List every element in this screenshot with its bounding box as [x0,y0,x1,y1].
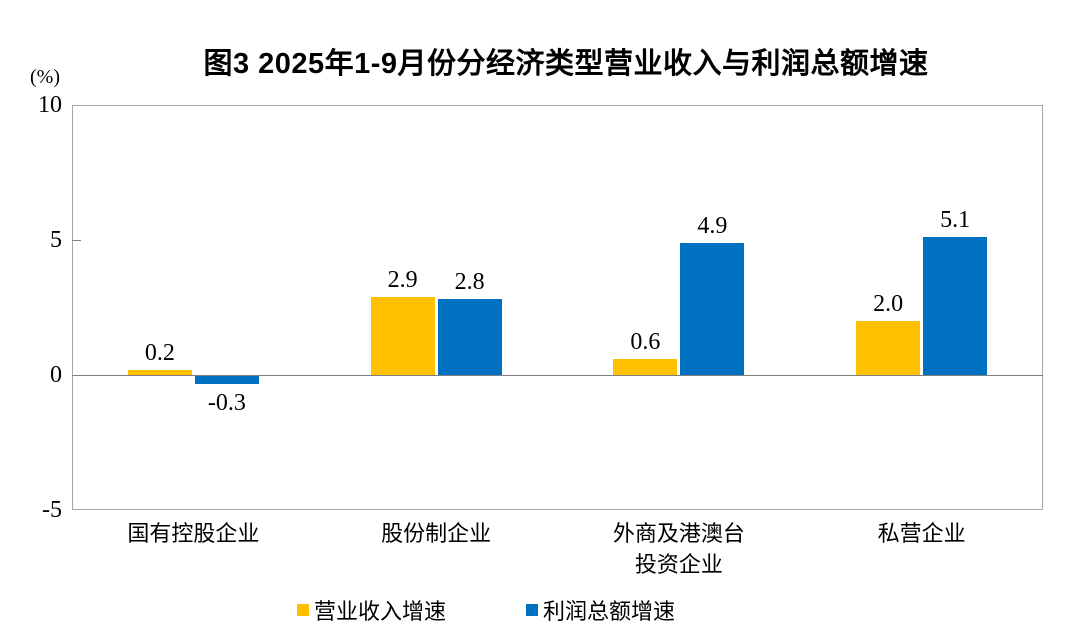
bar-revenue [127,369,192,375]
legend-swatch-revenue [296,604,309,616]
y-tick-label: 5 [50,227,62,253]
bar-profit [923,237,988,375]
legend-item: 营业收入增速 [296,594,446,626]
bar-revenue [370,296,435,375]
bar-value-label: -0.3 [207,390,246,417]
legend-swatch-profit [526,604,538,616]
legend: 营业收入增速 利润总额增速 [0,594,1026,626]
bar-value-label: 2.8 [454,269,485,296]
y-tick-mark [72,240,81,241]
bar-profit [194,376,259,385]
plot-area [72,105,1043,510]
y-tick-label: 10 [38,92,62,118]
y-tick-label: -5 [42,497,62,523]
bar-value-label: 2.0 [873,291,904,317]
bar-revenue [613,358,678,375]
bar-revenue [856,321,921,375]
legend-label: 营业收入增速 [313,599,446,624]
bar-value-label: 0.2 [144,339,175,366]
bar-value-label: 4.9 [697,212,728,239]
bar-value-label: 5.1 [940,207,971,234]
zero-line [72,375,1043,376]
x-category-label: 外商及港澳台 投资企业 [612,521,745,577]
bar-profit [437,299,502,375]
bar-profit [680,242,745,375]
x-category-label: 国有控股企业 [127,521,260,546]
legend-label: 利润总额增速 [543,599,676,624]
chart-title: 图3 2025年1-9月份分经济类型营业收入与利润总额增速 [203,48,929,80]
legend-item: 利润总额增速 [526,594,675,626]
x-category-label: 私营企业 [877,521,966,546]
bar-value-label: 0.6 [630,328,661,355]
y-tick-label: 0 [50,362,62,388]
y-axis-unit-label: (%) [30,66,60,88]
bar-value-label: 2.9 [387,266,418,293]
x-category-label: 股份制企业 [381,521,492,546]
